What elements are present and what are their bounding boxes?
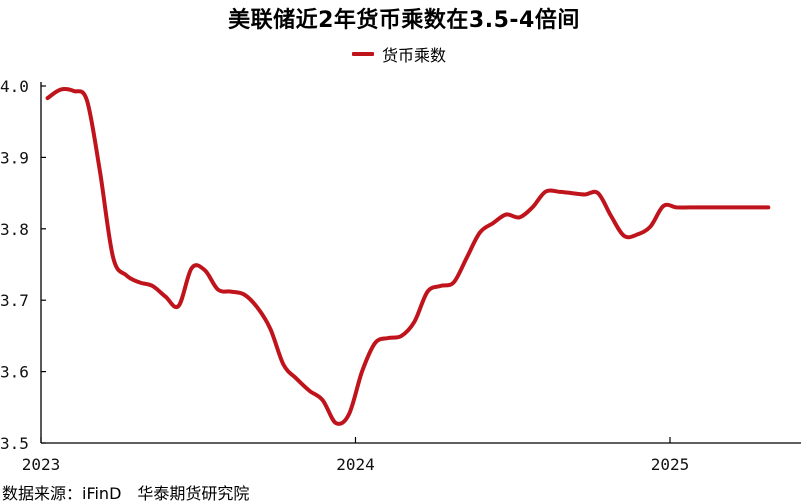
x-tick-label: 2023 xyxy=(22,455,61,474)
series-line xyxy=(48,89,769,424)
source-note: 数据来源：iFinD 华泰期货研究院 xyxy=(2,480,249,504)
y-tick-label: 3.5 xyxy=(0,434,29,453)
y-tick-label: 3.7 xyxy=(0,291,29,310)
y-tick-label: 3.6 xyxy=(0,363,29,382)
x-tick-label: 2025 xyxy=(651,455,690,474)
x-tick-label: 2024 xyxy=(336,455,375,474)
y-tick-label: 3.8 xyxy=(0,220,29,239)
y-tick-label: 4.0 xyxy=(0,77,29,96)
y-tick-label: 3.9 xyxy=(0,148,29,167)
